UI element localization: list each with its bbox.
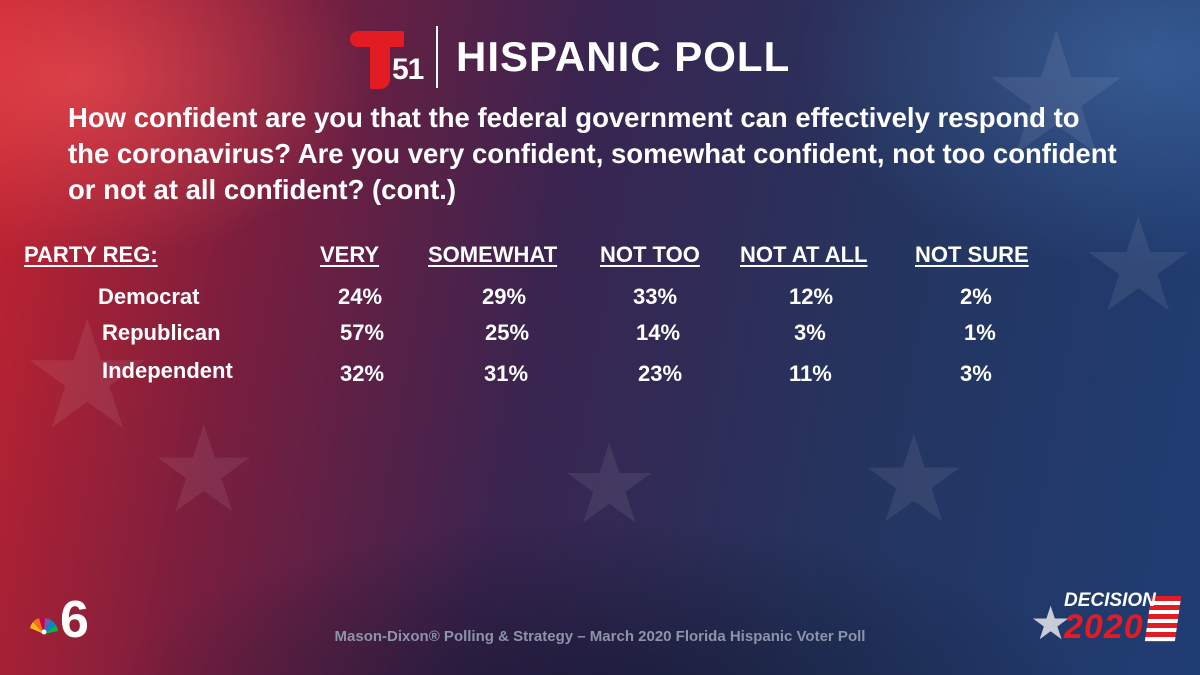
decision-year: 2020 xyxy=(1064,608,1144,646)
logo-number: 51 xyxy=(392,53,424,86)
nbc6-logo: 6 xyxy=(26,594,92,648)
header: 51 HISPANIC POLL xyxy=(350,24,790,90)
column-header-very: VERY xyxy=(320,242,380,267)
table-cell: 3% xyxy=(960,361,992,386)
table-cell: 12% xyxy=(789,284,834,309)
poll-question: How confident are you that the federal g… xyxy=(68,102,1117,205)
peacock-icon xyxy=(30,617,58,635)
row-label-republican: Republican xyxy=(102,320,221,345)
table-cell: 2% xyxy=(960,284,992,309)
column-header-not-sure: NOT SURE xyxy=(915,242,1029,267)
nbc6-number: 6 xyxy=(60,591,89,649)
table-cell: 31% xyxy=(484,361,529,386)
table-cell: 23% xyxy=(638,361,683,386)
background-star-icon: ★ xyxy=(980,0,1133,190)
column-header-not-at-all: NOT AT ALL xyxy=(740,242,868,267)
column-header-somewhat: SOMEWHAT xyxy=(428,242,558,267)
table-cell: 11% xyxy=(789,361,832,386)
column-header-not-too: NOT TOO xyxy=(600,242,700,267)
table-cell: 32% xyxy=(340,361,385,386)
background-star-icon: ★ xyxy=(20,291,155,459)
poll-source: Mason-Dixon® Polling & Strategy – March … xyxy=(334,628,866,645)
table-cell: 29% xyxy=(482,284,527,309)
table-cell: 33% xyxy=(633,284,678,309)
background-star-icon: ★ xyxy=(150,403,258,537)
table-cell: 57% xyxy=(340,320,385,345)
background-star-icon: ★ xyxy=(1080,192,1197,338)
row-header-party-reg: PARTY REG: xyxy=(24,242,158,267)
row-label-independent: Independent xyxy=(102,358,233,383)
table-cell: 3% xyxy=(794,320,826,345)
row-label-democrat: Democrat xyxy=(98,284,200,309)
decision-2020-logo: ★ DECISION 2020 xyxy=(1030,590,1182,649)
decision-word: DECISION xyxy=(1064,590,1156,611)
telemundo-51-logo: 51 xyxy=(350,25,428,89)
star-icon: ★ xyxy=(1030,597,1072,649)
header-divider xyxy=(436,26,438,88)
table-cell: 25% xyxy=(485,320,530,345)
background-star-icon: ★ xyxy=(560,423,659,546)
background-star-icon: ★ xyxy=(860,413,968,547)
table-cell: 24% xyxy=(338,284,383,309)
page-title: HISPANIC POLL xyxy=(456,33,791,80)
table-cell: 14% xyxy=(636,320,681,345)
table-cell: 1% xyxy=(964,320,996,345)
